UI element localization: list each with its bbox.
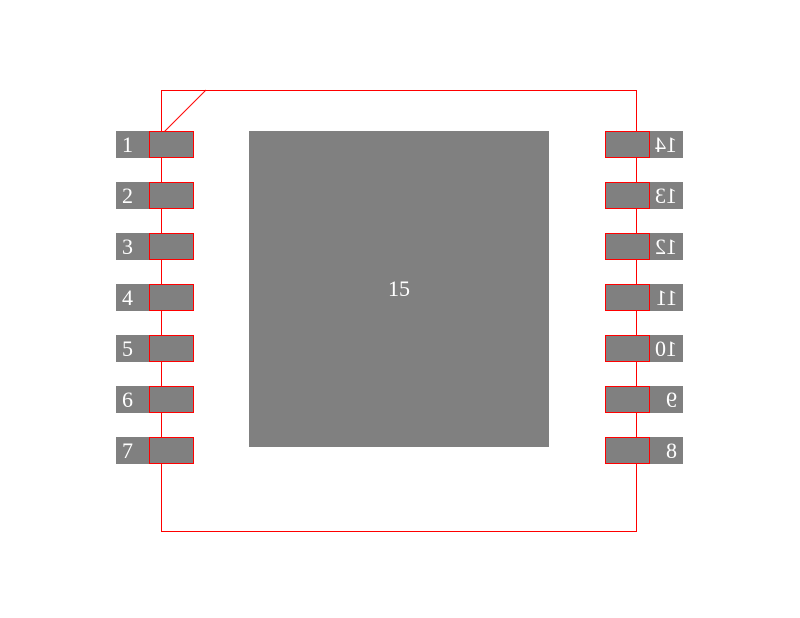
pin-number: 12 bbox=[655, 236, 677, 258]
pin-10: 10 bbox=[605, 335, 683, 362]
footprint-stage: 15 1234567141312111098 bbox=[0, 0, 800, 618]
pin-outline bbox=[605, 386, 650, 413]
pin-outline bbox=[149, 437, 194, 464]
pin-outline bbox=[605, 437, 650, 464]
pin-outline bbox=[605, 284, 650, 311]
pin-number: 9 bbox=[666, 389, 677, 411]
pin-number: 3 bbox=[122, 236, 133, 258]
pin-4: 4 bbox=[116, 284, 194, 311]
pin-outline bbox=[605, 335, 650, 362]
pin-number: 4 bbox=[122, 287, 133, 309]
pin-outline bbox=[149, 233, 194, 260]
pin-1: 1 bbox=[116, 131, 194, 158]
pin-number: 8 bbox=[666, 440, 677, 462]
pin-12: 12 bbox=[605, 233, 683, 260]
pin-9: 9 bbox=[605, 386, 683, 413]
pin-14: 14 bbox=[605, 131, 683, 158]
pin-number: 13 bbox=[655, 185, 677, 207]
pin-outline bbox=[605, 233, 650, 260]
pin-number: 10 bbox=[655, 338, 677, 360]
pin-5: 5 bbox=[116, 335, 194, 362]
pin-outline bbox=[149, 335, 194, 362]
pin-6: 6 bbox=[116, 386, 194, 413]
pin-outline bbox=[149, 386, 194, 413]
pin-number: 7 bbox=[122, 440, 133, 462]
pin-outline bbox=[605, 182, 650, 209]
pin-outline bbox=[149, 182, 194, 209]
pin-number: 5 bbox=[122, 338, 133, 360]
pin-number: 2 bbox=[122, 185, 133, 207]
pin-outline bbox=[149, 284, 194, 311]
pin-outline bbox=[149, 131, 194, 158]
pin-3: 3 bbox=[116, 233, 194, 260]
pin-number: 14 bbox=[655, 134, 677, 156]
pin-outline bbox=[605, 131, 650, 158]
pin-11: 11 bbox=[605, 284, 683, 311]
pin-7: 7 bbox=[116, 437, 194, 464]
pin-8: 8 bbox=[605, 437, 683, 464]
pin-2: 2 bbox=[116, 182, 194, 209]
pin-number: 6 bbox=[122, 389, 133, 411]
pin-number: 11 bbox=[656, 287, 677, 309]
pin-13: 13 bbox=[605, 182, 683, 209]
pin-number: 1 bbox=[122, 134, 133, 156]
